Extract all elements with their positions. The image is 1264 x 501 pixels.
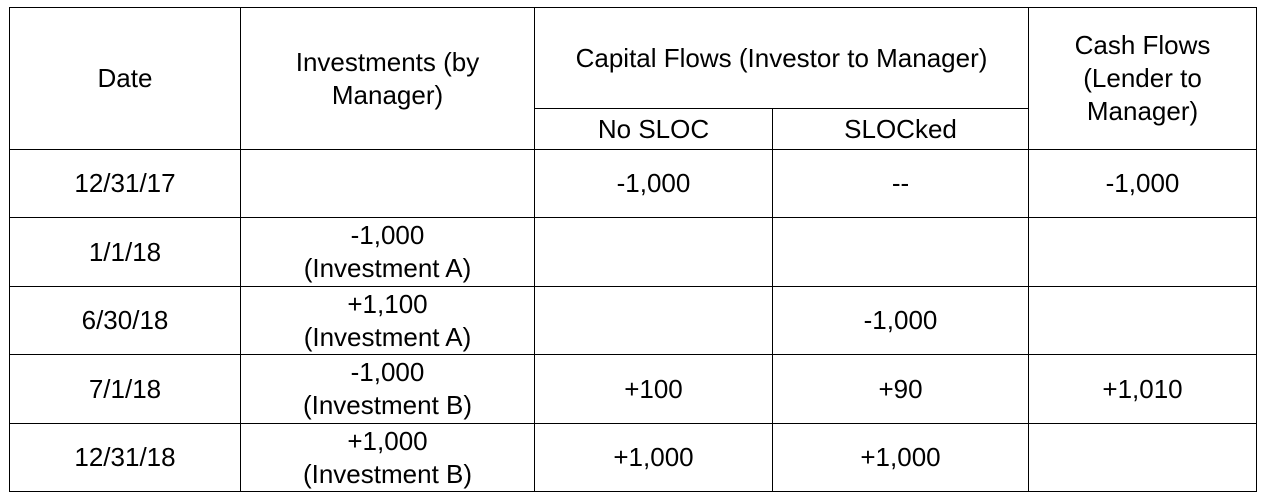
- cell-slocked: -1,000: [771, 286, 1030, 355]
- header-row-top: Date Investments (by Manager) Capital Fl…: [9, 7, 1258, 150]
- investment-name: (Investment B): [302, 458, 473, 489]
- cell-slocked: [771, 217, 1030, 287]
- cell-investment: +1,100 (Investment A): [240, 286, 535, 355]
- capital-flows-table: Date Investments (by Manager) Capital Fl…: [9, 7, 1258, 492]
- header-row-sub: No SLOC SLOCked: [10, 108, 1257, 150]
- investment-name: (Investment A): [303, 253, 472, 283]
- cell-slocked: +90: [771, 354, 1030, 424]
- header-cash-flows: Cash Flows (Lender to Manager): [1028, 7, 1258, 150]
- table-row: 1/1/18 -1,000 (Investment A): [9, 217, 1258, 287]
- cell-cash-flows: [1028, 286, 1258, 355]
- table-row: 12/31/17 -1,000 -- -1,000: [9, 149, 1258, 218]
- table-row: 7/1/18 -1,000 (Investment B) +100 +90 +1…: [9, 354, 1258, 424]
- cell-investment: +1,000 (Investment B): [240, 423, 535, 492]
- cell-no-sloc: +1,000: [534, 423, 773, 492]
- cell-slocked: --: [771, 149, 1030, 218]
- cell-no-sloc: +100: [534, 354, 773, 424]
- header-no-sloc: No SLOC: [534, 108, 773, 150]
- investment-name: (Investment B): [302, 390, 473, 420]
- header-investments: Investments (by Manager): [240, 7, 535, 150]
- cell-no-sloc: -1,000: [534, 149, 773, 218]
- investment-amount: +1,000: [347, 425, 428, 456]
- cell-cash-flows: [1028, 217, 1258, 287]
- investment-amount: -1,000: [350, 357, 425, 387]
- cell-investment: -1,000 (Investment A): [240, 217, 535, 287]
- header-capital-flows: Capital Flows (Investor to Manager): [533, 7, 1030, 109]
- cell-cash-flows: -1,000: [1028, 149, 1258, 218]
- investment-amount: +1,100: [347, 288, 428, 319]
- cell-date: 6/30/18: [9, 286, 241, 355]
- header-slocked: SLOCked: [771, 108, 1030, 150]
- cell-no-sloc: [534, 286, 773, 355]
- cell-no-sloc: [534, 217, 773, 287]
- table-row: 6/30/18 +1,100 (Investment A) -1,000: [9, 286, 1258, 355]
- table-row: 12/31/18 +1,000 (Investment B) +1,000 +1…: [9, 423, 1258, 492]
- investment-amount: -1,000: [350, 220, 425, 250]
- cell-cash-flows: [1028, 423, 1258, 492]
- investment-name: (Investment A): [303, 321, 472, 352]
- cell-date: 1/1/18: [9, 217, 241, 287]
- cell-date: 12/31/17: [9, 149, 241, 218]
- cell-cash-flows: +1,010: [1028, 354, 1258, 424]
- cell-date: 12/31/18: [9, 423, 241, 492]
- cell-investment: -1,000 (Investment B): [240, 354, 535, 424]
- cell-date: 7/1/18: [9, 354, 241, 424]
- cell-investment: [240, 149, 535, 218]
- header-date: Date: [9, 7, 241, 150]
- cell-slocked: +1,000: [771, 423, 1030, 492]
